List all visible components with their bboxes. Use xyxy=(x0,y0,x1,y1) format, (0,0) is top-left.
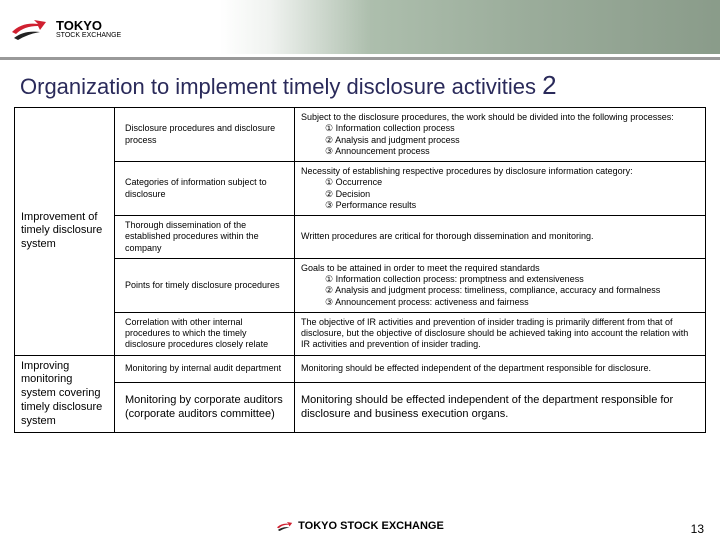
table-row: Improvement of timely disclosure system … xyxy=(15,108,706,162)
title-text: Organization to implement timely disclos… xyxy=(20,74,536,99)
table-row: Points for timely disclosure procedures … xyxy=(15,258,706,312)
table-row: Correlation with other internal procedur… xyxy=(15,312,706,355)
content-table: Improvement of timely disclosure system … xyxy=(0,107,720,433)
desc-lead: Necessity of establishing respective pro… xyxy=(301,166,633,176)
table-row: Improving monitoring system covering tim… xyxy=(15,355,706,383)
logo: TOKYO STOCK EXCHANGE xyxy=(10,14,121,44)
desc-item: ② Analysis and judgment process: timelin… xyxy=(301,285,699,296)
table-row: Monitoring by corporate auditors (corpor… xyxy=(15,383,706,433)
row-topic: Monitoring by corporate auditors (corpor… xyxy=(115,383,295,433)
row-desc: Monitoring should be effected independen… xyxy=(295,383,706,433)
desc-item: ③ Announcement process xyxy=(301,146,699,157)
row-topic: Monitoring by internal audit department xyxy=(115,355,295,383)
footer: TOKYO STOCK EXCHANGE xyxy=(0,519,720,536)
table-row: Categories of information subject to dis… xyxy=(15,162,706,216)
desc-item: ② Decision xyxy=(301,189,699,200)
row-desc: The objective of IR activities and preve… xyxy=(295,312,706,355)
footer-logo: TOKYO STOCK EXCHANGE xyxy=(276,519,444,533)
row-desc: Subject to the disclosure procedures, th… xyxy=(295,108,706,162)
row-topic: Correlation with other internal procedur… xyxy=(115,312,295,355)
desc-lead: Subject to the disclosure procedures, th… xyxy=(301,112,674,122)
logo-text: TOKYO STOCK EXCHANGE xyxy=(56,19,121,39)
header-banner-image xyxy=(220,0,720,54)
footer-text: TOKYO STOCK EXCHANGE xyxy=(298,520,444,532)
header-bar: TOKYO STOCK EXCHANGE xyxy=(0,0,720,60)
desc-item: ① Information collection process xyxy=(301,123,699,134)
row-desc: Necessity of establishing respective pro… xyxy=(295,162,706,216)
footer-swoosh-icon xyxy=(276,519,294,533)
desc-item: ② Analysis and judgment process xyxy=(301,135,699,146)
table-row: Thorough dissemination of the establishe… xyxy=(15,216,706,259)
desc-item: ③ Performance results xyxy=(301,200,699,211)
logo-sub: STOCK EXCHANGE xyxy=(56,32,121,39)
row-topic: Thorough dissemination of the establishe… xyxy=(115,216,295,259)
desc-lead: Goals to be attained in order to meet th… xyxy=(301,263,540,273)
row-desc: Written procedures are critical for thor… xyxy=(295,216,706,259)
row-topic: Disclosure procedures and disclosure pro… xyxy=(115,108,295,162)
desc-item: ① Information collection process: prompt… xyxy=(301,274,699,285)
row-desc: Goals to be attained in order to meet th… xyxy=(295,258,706,312)
logo-swoosh-icon xyxy=(10,14,50,44)
desc-item: ③ Announcement process: activeness and f… xyxy=(301,297,699,308)
slide-title: Organization to implement timely disclos… xyxy=(0,60,720,107)
row-topic: Points for timely disclosure procedures xyxy=(115,258,295,312)
page-number: 13 xyxy=(691,522,704,536)
logo-main: TOKYO xyxy=(56,18,102,33)
row-desc: Monitoring should be effected independen… xyxy=(295,355,706,383)
desc-item: ① Occurrence xyxy=(301,177,699,188)
title-number: 2 xyxy=(542,70,556,100)
section-label: Improving monitoring system covering tim… xyxy=(15,355,115,433)
section-label: Improvement of timely disclosure system xyxy=(15,108,115,356)
row-topic: Categories of information subject to dis… xyxy=(115,162,295,216)
